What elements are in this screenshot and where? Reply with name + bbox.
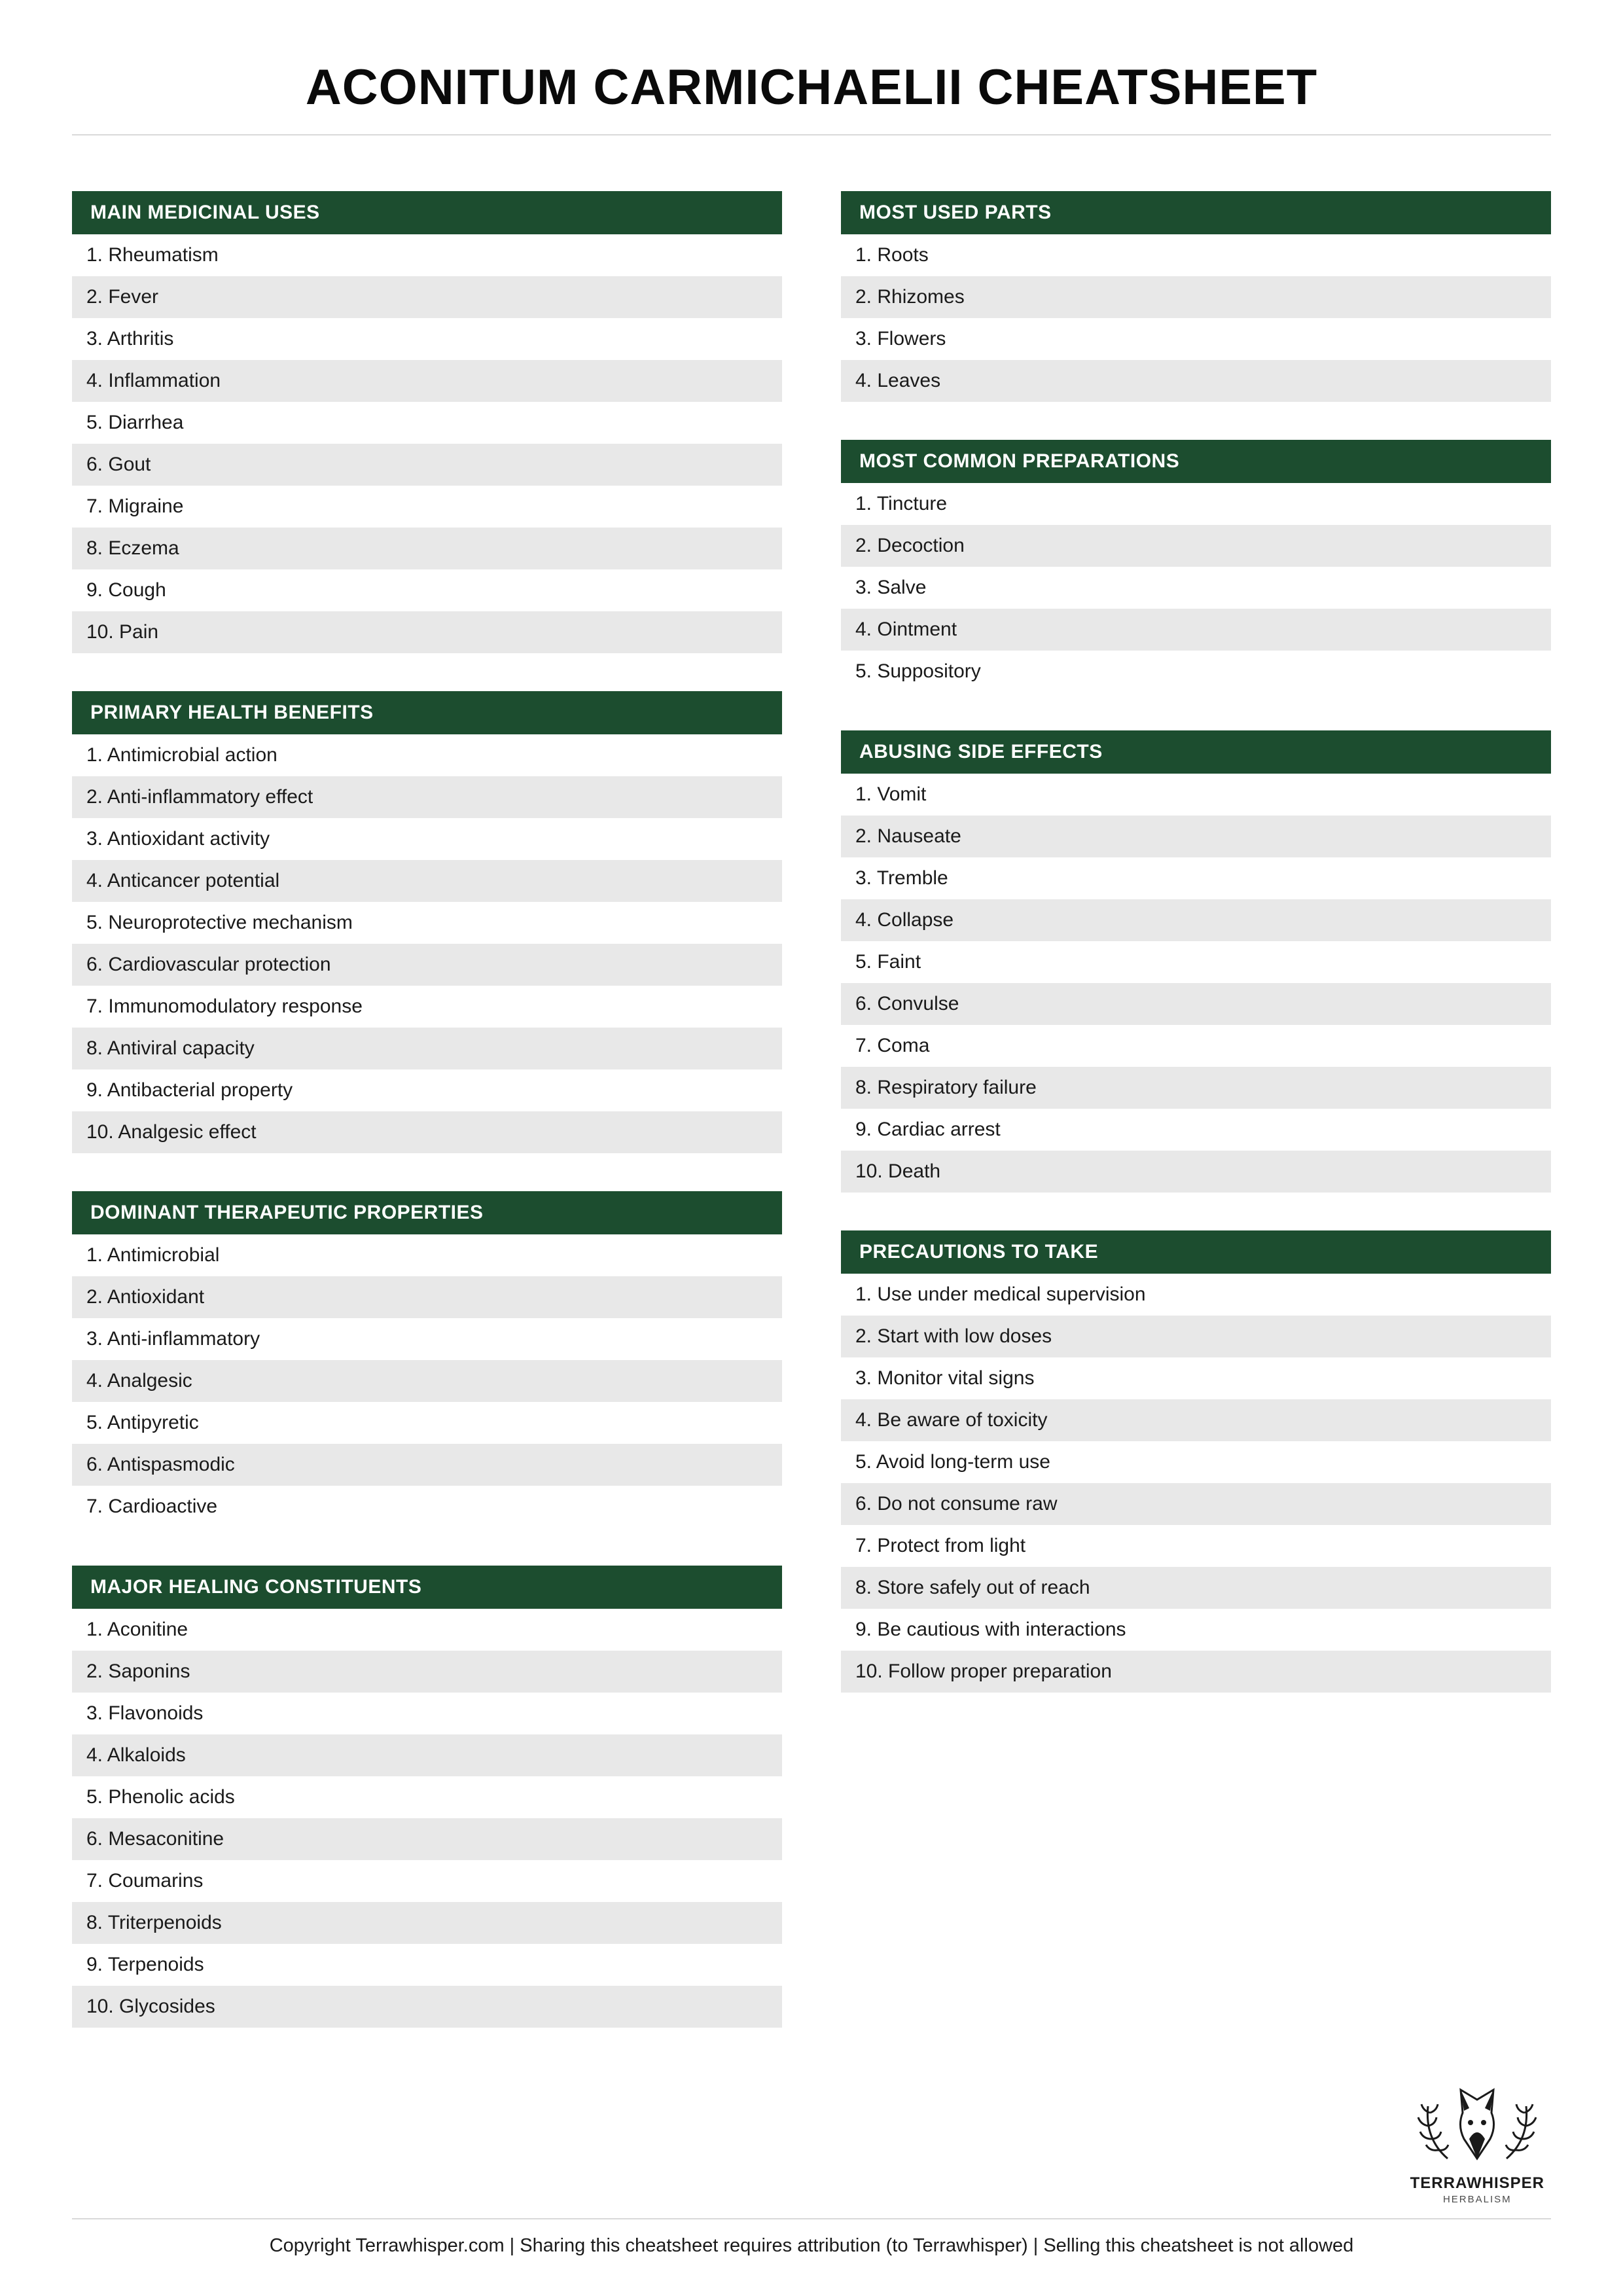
content-columns: MAIN MEDICINAL USES1. Rheumatism2. Fever… — [72, 191, 1551, 2077]
brand-name: TERRAWHISPER — [1410, 2174, 1544, 2193]
list-item: 8. Respiratory failure — [841, 1067, 1551, 1109]
list-item: 6. Convulse — [841, 983, 1551, 1025]
list-item: 10. Follow proper preparation — [841, 1651, 1551, 1693]
list-item: 7. Migraine — [72, 486, 782, 528]
list-item: 3. Arthritis — [72, 318, 782, 360]
list-item: 3. Monitor vital signs — [841, 1357, 1551, 1399]
list-item: 2. Anti-inflammatory effect — [72, 776, 782, 818]
list-item: 5. Phenolic acids — [72, 1776, 782, 1818]
list-item: 1. Tincture — [841, 483, 1551, 525]
list-item: 3. Antioxidant activity — [72, 818, 782, 860]
list-item: 1. Vomit — [841, 774, 1551, 816]
list-item: 2. Nauseate — [841, 816, 1551, 857]
list-item: 5. Neuroprotective mechanism — [72, 902, 782, 944]
footer-divider — [72, 2218, 1551, 2219]
section: MAJOR HEALING CONSTITUENTS1. Aconitine2.… — [72, 1566, 782, 2028]
footer: TERRAWHISPER HERBALISM Copyright Terrawh… — [72, 2077, 1551, 2257]
list-item: 6. Antispasmodic — [72, 1444, 782, 1486]
list-item: 10. Pain — [72, 611, 782, 653]
list-item: 1. Antimicrobial — [72, 1234, 782, 1276]
list-item: 3. Salve — [841, 567, 1551, 609]
list-item: 9. Cough — [72, 569, 782, 611]
list-item: 4. Inflammation — [72, 360, 782, 402]
list-item: 10. Death — [841, 1151, 1551, 1193]
list-item: 4. Be aware of toxicity — [841, 1399, 1551, 1441]
list-item: 4. Anticancer potential — [72, 860, 782, 902]
list-item: 7. Protect from light — [841, 1525, 1551, 1567]
left-column: MAIN MEDICINAL USES1. Rheumatism2. Fever… — [72, 191, 782, 2077]
list-item: 6. Do not consume raw — [841, 1483, 1551, 1525]
footer-text: Copyright Terrawhisper.com | Sharing thi… — [72, 2235, 1551, 2257]
list-item: 6. Cardiovascular protection — [72, 944, 782, 986]
section-header: MOST COMMON PREPARATIONS — [841, 440, 1551, 483]
title-divider — [72, 134, 1551, 135]
list-item: 6. Gout — [72, 444, 782, 486]
logo-wrap: TERRAWHISPER HERBALISM — [72, 2077, 1544, 2205]
section-header: ABUSING SIDE EFFECTS — [841, 730, 1551, 774]
fox-laurel-icon — [1412, 2077, 1543, 2168]
section: DOMINANT THERAPEUTIC PROPERTIES1. Antimi… — [72, 1191, 782, 1528]
list-item: 4. Leaves — [841, 360, 1551, 402]
list-item: 4. Alkaloids — [72, 1734, 782, 1776]
list-item: 10. Glycosides — [72, 1986, 782, 2028]
list-item: 7. Coumarins — [72, 1860, 782, 1902]
list-item: 8. Store safely out of reach — [841, 1567, 1551, 1609]
section-header: MAIN MEDICINAL USES — [72, 191, 782, 234]
list-item: 4. Ointment — [841, 609, 1551, 651]
list-item: 1. Aconitine — [72, 1609, 782, 1651]
list-item: 1. Roots — [841, 234, 1551, 276]
list-item: 5. Faint — [841, 941, 1551, 983]
list-item: 9. Terpenoids — [72, 1944, 782, 1986]
section: PRECAUTIONS TO TAKE1. Use under medical … — [841, 1230, 1551, 1693]
right-column: MOST USED PARTS1. Roots2. Rhizomes3. Flo… — [841, 191, 1551, 2077]
list-item: 2. Saponins — [72, 1651, 782, 1693]
section: MAIN MEDICINAL USES1. Rheumatism2. Fever… — [72, 191, 782, 653]
list-item: 7. Cardioactive — [72, 1486, 782, 1528]
list-item: 1. Rheumatism — [72, 234, 782, 276]
section: PRIMARY HEALTH BENEFITS1. Antimicrobial … — [72, 691, 782, 1153]
list-item: 2. Antioxidant — [72, 1276, 782, 1318]
list-item: 8. Antiviral capacity — [72, 1028, 782, 1069]
list-item: 4. Analgesic — [72, 1360, 782, 1402]
list-item: 9. Antibacterial property — [72, 1069, 782, 1111]
section-header: PRIMARY HEALTH BENEFITS — [72, 691, 782, 734]
list-item: 2. Start with low doses — [841, 1316, 1551, 1357]
list-item: 8. Eczema — [72, 528, 782, 569]
brand-logo: TERRAWHISPER HERBALISM — [1410, 2077, 1544, 2205]
list-item: 1. Use under medical supervision — [841, 1274, 1551, 1316]
list-item: 3. Flavonoids — [72, 1693, 782, 1734]
list-item: 6. Mesaconitine — [72, 1818, 782, 1860]
list-item: 9. Cardiac arrest — [841, 1109, 1551, 1151]
list-item: 2. Decoction — [841, 525, 1551, 567]
page-title: ACONITUM CARMICHAELII CHEATSHEET — [72, 59, 1551, 116]
list-item: 7. Immunomodulatory response — [72, 986, 782, 1028]
list-item: 4. Collapse — [841, 899, 1551, 941]
section: MOST COMMON PREPARATIONS1. Tincture2. De… — [841, 440, 1551, 692]
list-item: 2. Rhizomes — [841, 276, 1551, 318]
list-item: 5. Antipyretic — [72, 1402, 782, 1444]
list-item: 5. Suppository — [841, 651, 1551, 692]
list-item: 7. Coma — [841, 1025, 1551, 1067]
list-item: 5. Diarrhea — [72, 402, 782, 444]
section-header: MOST USED PARTS — [841, 191, 1551, 234]
list-item: 1. Antimicrobial action — [72, 734, 782, 776]
section-header: PRECAUTIONS TO TAKE — [841, 1230, 1551, 1274]
list-item: 8. Triterpenoids — [72, 1902, 782, 1944]
list-item: 10. Analgesic effect — [72, 1111, 782, 1153]
list-item: 3. Tremble — [841, 857, 1551, 899]
list-item: 2. Fever — [72, 276, 782, 318]
list-item: 5. Avoid long-term use — [841, 1441, 1551, 1483]
list-item: 3. Anti-inflammatory — [72, 1318, 782, 1360]
section-header: DOMINANT THERAPEUTIC PROPERTIES — [72, 1191, 782, 1234]
list-item: 9. Be cautious with interactions — [841, 1609, 1551, 1651]
brand-subtitle: HERBALISM — [1410, 2194, 1544, 2205]
section: ABUSING SIDE EFFECTS1. Vomit2. Nauseate3… — [841, 730, 1551, 1193]
section-header: MAJOR HEALING CONSTITUENTS — [72, 1566, 782, 1609]
section: MOST USED PARTS1. Roots2. Rhizomes3. Flo… — [841, 191, 1551, 402]
list-item: 3. Flowers — [841, 318, 1551, 360]
